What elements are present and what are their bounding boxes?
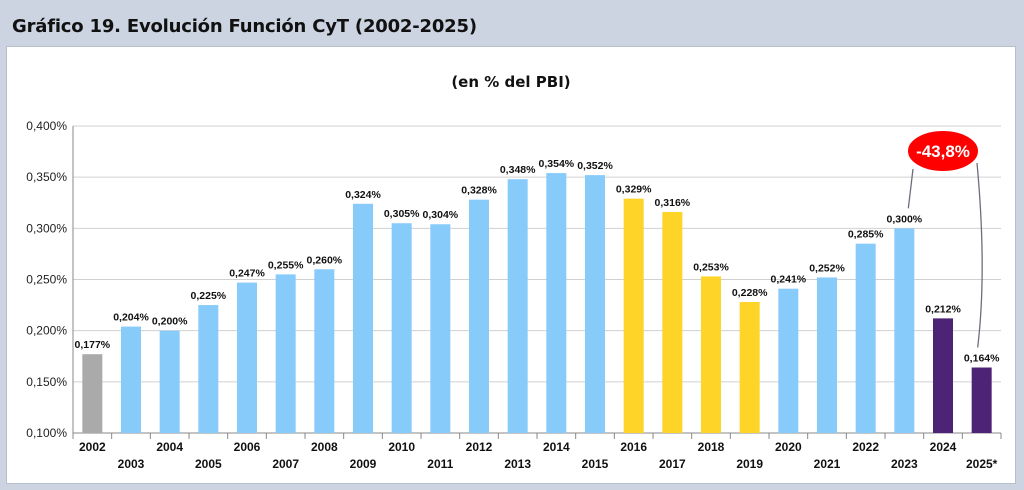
bar bbox=[894, 228, 915, 433]
x-tick-label: 2023 bbox=[891, 457, 918, 471]
annotation-badge bbox=[906, 129, 980, 173]
data-label: 0,354% bbox=[539, 158, 575, 170]
y-tick-label: 0,100% bbox=[26, 426, 67, 440]
x-tick-label: 2005 bbox=[195, 457, 222, 471]
bar-chart: 0,100% 0,150% 0,200% 0,250% 0,300% 0,350% 0,40… bbox=[26, 119, 1002, 471]
y-tick-label: 0,300% bbox=[26, 221, 67, 235]
bar bbox=[159, 330, 180, 433]
data-label: 0,329% bbox=[616, 184, 652, 196]
data-label: 0,348% bbox=[500, 164, 536, 176]
data-label: 0,253% bbox=[693, 261, 729, 273]
chart-panel: (en % del PBI) 0,100% 0,150% 0,200% 0,250% 0… bbox=[6, 46, 1016, 484]
data-label: 0,316% bbox=[655, 197, 691, 209]
bar bbox=[275, 274, 296, 433]
data-label: 0,177% bbox=[75, 339, 111, 351]
bar bbox=[121, 326, 141, 433]
x-tick-label: 2022 bbox=[852, 440, 879, 454]
bar bbox=[701, 276, 721, 433]
bar bbox=[817, 277, 837, 433]
bar bbox=[855, 243, 876, 433]
x-tick-label: 2014 bbox=[543, 440, 570, 454]
x-tick-label: 2007 bbox=[272, 457, 299, 471]
data-label: 0,252% bbox=[809, 262, 845, 274]
annotation-curve bbox=[976, 162, 983, 348]
bar bbox=[623, 198, 644, 433]
y-tick-label: 0,350% bbox=[26, 170, 67, 184]
x-tick-label: 2010 bbox=[388, 440, 415, 454]
data-label: 0,212% bbox=[925, 303, 961, 315]
x-tick-label: 2012 bbox=[466, 440, 493, 454]
x-tick-label: 2013 bbox=[504, 457, 531, 471]
chart-subtitle: (en % del PBI) bbox=[451, 73, 571, 91]
data-label: 0,260% bbox=[307, 254, 343, 266]
data-label: 0,228% bbox=[732, 287, 768, 299]
data-label: 0,352% bbox=[577, 160, 613, 172]
annotation-line bbox=[907, 168, 914, 209]
data-label: 0,305% bbox=[384, 208, 420, 220]
bar bbox=[391, 223, 412, 433]
bar bbox=[933, 318, 953, 433]
y-tick-label: 0,150% bbox=[26, 375, 67, 389]
y-tick-label: 0,200% bbox=[26, 324, 67, 338]
data-label: 0,247% bbox=[229, 268, 265, 280]
bar bbox=[662, 211, 683, 433]
x-tick-label: 2020 bbox=[775, 440, 802, 454]
bar bbox=[314, 269, 335, 433]
x-tick-label: 2011 bbox=[427, 457, 453, 471]
annotation-text: -43,8% bbox=[916, 142, 970, 161]
data-label: 0,204% bbox=[113, 312, 149, 324]
data-label: 0,164% bbox=[964, 353, 1000, 365]
data-label: 0,225% bbox=[191, 290, 227, 302]
x-tick-label: 2006 bbox=[234, 440, 261, 454]
data-label: 0,300% bbox=[887, 213, 923, 225]
x-tick-label: 2004 bbox=[156, 440, 183, 454]
bar bbox=[82, 354, 103, 433]
x-tick-label: 2021 bbox=[814, 457, 841, 471]
bar bbox=[430, 224, 451, 433]
data-label: 0,255% bbox=[268, 259, 304, 271]
bar bbox=[739, 302, 760, 433]
y-tick-label: 0,400% bbox=[26, 119, 67, 133]
x-tick-label: 2024 bbox=[930, 440, 957, 454]
data-label: 0,241% bbox=[771, 274, 807, 286]
x-tick-label: 2018 bbox=[698, 440, 725, 454]
bar bbox=[353, 203, 373, 433]
bar bbox=[469, 199, 489, 433]
data-label: 0,324% bbox=[345, 189, 381, 201]
bar bbox=[971, 367, 992, 433]
x-tick-label: 2025* bbox=[966, 457, 998, 471]
bar bbox=[198, 305, 219, 433]
bar bbox=[546, 173, 567, 433]
page-title: Gráfico 19. Evolución Función CyT (2002-… bbox=[12, 16, 477, 37]
data-label: 0,328% bbox=[461, 185, 497, 197]
x-tick-label: 2008 bbox=[311, 440, 338, 454]
x-tick-label: 2017 bbox=[659, 457, 686, 471]
data-label: 0,285% bbox=[848, 229, 884, 241]
y-tick-label: 0,250% bbox=[26, 273, 67, 287]
x-tick-label: 2003 bbox=[118, 457, 145, 471]
data-label: 0,200% bbox=[152, 316, 188, 328]
bar bbox=[778, 288, 799, 433]
x-tick-label: 2016 bbox=[620, 440, 647, 454]
x-tick-label: 2015 bbox=[582, 457, 609, 471]
x-tick-label: 2009 bbox=[350, 457, 377, 471]
bar bbox=[237, 282, 257, 433]
x-tick-label: 2002 bbox=[79, 440, 106, 454]
data-label: 0,304% bbox=[423, 209, 459, 221]
x-tick-label: 2019 bbox=[736, 457, 763, 471]
bar bbox=[507, 179, 528, 433]
bar bbox=[585, 175, 605, 433]
